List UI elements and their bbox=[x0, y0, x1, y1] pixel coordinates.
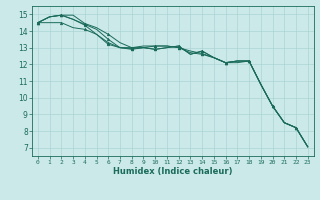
X-axis label: Humidex (Indice chaleur): Humidex (Indice chaleur) bbox=[113, 167, 233, 176]
